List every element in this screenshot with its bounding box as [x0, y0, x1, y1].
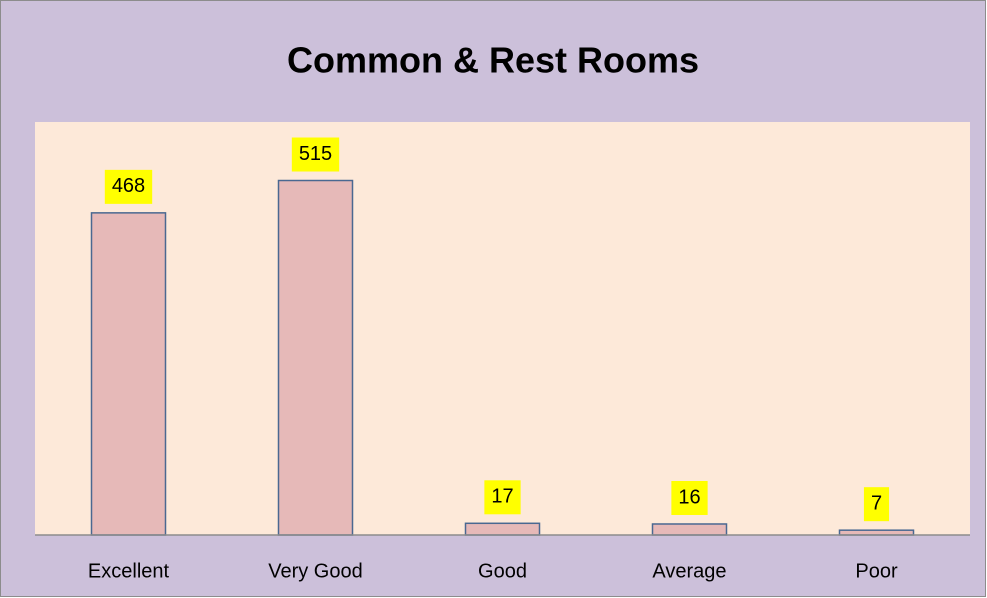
data-label: 7 [871, 492, 882, 514]
x-tick-label: Average [652, 560, 726, 582]
data-label: 515 [299, 143, 332, 165]
bar [651, 523, 728, 536]
bar [90, 212, 167, 536]
data-label-background [291, 137, 340, 172]
x-tick-label: Very Good [268, 560, 363, 582]
x-tick-label: Poor [855, 560, 898, 582]
data-label-background [671, 480, 708, 515]
data-label-background [484, 480, 521, 515]
x-tick-label: Excellent [88, 560, 170, 582]
chart-title: Common & Rest Rooms [287, 40, 699, 81]
bar [464, 522, 541, 536]
data-label: 16 [678, 486, 700, 508]
data-label: 17 [491, 486, 513, 508]
plot-area [35, 122, 970, 535]
bar [277, 179, 354, 536]
data-label-background [104, 169, 153, 204]
x-tick-label: Good [478, 560, 527, 582]
data-label: 468 [112, 175, 145, 197]
data-label-background [863, 487, 890, 522]
